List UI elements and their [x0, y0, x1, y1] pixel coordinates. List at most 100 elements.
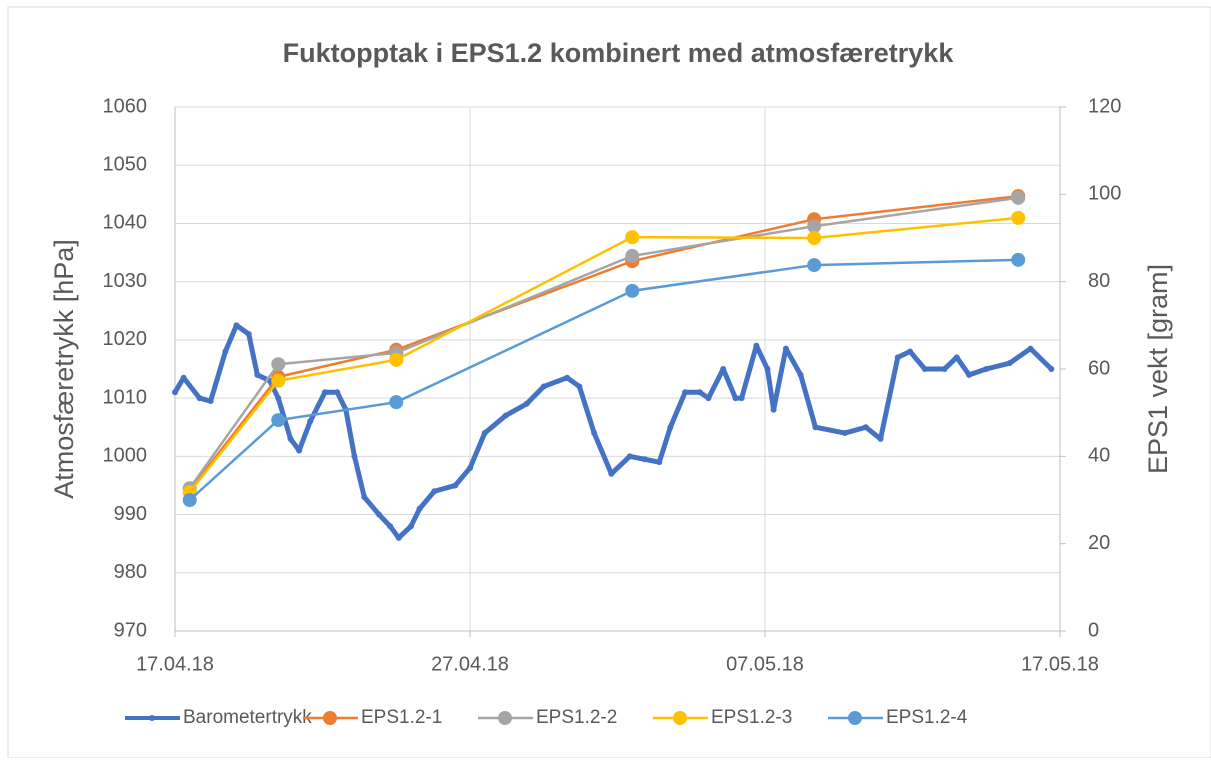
chart-frame: [7, 6, 1211, 759]
data-point: [625, 248, 640, 263]
data-point: [941, 366, 948, 372]
y2-tick-label: 120: [1088, 95, 1121, 117]
data-point: [907, 348, 914, 355]
y2-axis-title: EPS1 vekt [gram]: [1143, 264, 1173, 474]
data-point: [564, 374, 571, 381]
data-point: [287, 435, 294, 442]
data-point: [894, 354, 901, 361]
legend-marker: [498, 711, 512, 725]
y2-tick-label: 0: [1088, 619, 1099, 641]
data-point: [626, 453, 633, 460]
data-point: [738, 395, 745, 402]
y-tick-label: 1030: [103, 270, 148, 292]
data-point: [502, 412, 509, 419]
data-point: [625, 230, 640, 245]
data-point: [481, 430, 488, 437]
x-tick-label: 17.04.18: [136, 653, 214, 675]
legend-marker: [848, 711, 862, 725]
y2-tick-label: 20: [1088, 532, 1110, 554]
data-point: [807, 258, 822, 273]
y-tick-label: 1010: [103, 386, 148, 408]
data-point: [1006, 360, 1013, 367]
data-point: [431, 488, 438, 495]
series-line: [188, 258, 1019, 501]
legend-marker: [323, 711, 337, 725]
data-point: [807, 219, 822, 234]
y-tick-label: 1050: [103, 154, 148, 176]
data-point: [275, 395, 282, 402]
legend-marker: [149, 715, 155, 721]
data-point: [797, 371, 804, 378]
data-point: [1048, 366, 1055, 372]
x-tick-label: 07.05.18: [726, 653, 804, 675]
data-point: [812, 424, 819, 431]
data-point: [608, 470, 615, 477]
data-point: [862, 424, 869, 431]
data-point: [245, 331, 252, 338]
y2-tick-label: 60: [1088, 357, 1110, 379]
data-point: [753, 342, 760, 349]
data-point: [641, 456, 648, 463]
y2-tick-label: 100: [1088, 183, 1121, 205]
data-point: [953, 354, 960, 361]
y-tick-label: 1020: [103, 328, 148, 350]
data-point: [321, 389, 328, 396]
data-point: [1011, 190, 1026, 205]
data-point: [682, 389, 689, 396]
data-point: [452, 482, 459, 489]
data-point: [182, 493, 197, 507]
data-point: [667, 424, 674, 431]
legend-label: EPS1.2-4: [886, 707, 968, 728]
data-point: [222, 348, 229, 355]
data-point: [416, 505, 423, 512]
data-point: [271, 413, 286, 428]
data-point: [523, 400, 530, 407]
data-point: [408, 523, 414, 530]
data-point: [307, 418, 314, 425]
data-point: [841, 430, 848, 437]
data-point: [196, 395, 203, 402]
data-point: [625, 283, 640, 298]
data-point: [921, 366, 928, 372]
data-point: [782, 345, 789, 352]
data-point: [770, 406, 777, 413]
data-point: [1011, 210, 1026, 225]
data-point: [389, 352, 404, 367]
data-point: [172, 389, 178, 396]
data-point: [271, 373, 286, 388]
legend-marker: [673, 711, 687, 725]
series-line: [188, 196, 1019, 489]
data-point: [591, 430, 598, 437]
y-tick-label: 970: [114, 619, 147, 641]
data-point: [233, 322, 240, 329]
y-tick-label: 1040: [103, 212, 148, 234]
x-tick-label: 27.04.18: [431, 653, 509, 675]
data-point: [389, 395, 404, 410]
data-point: [361, 494, 368, 501]
series-line: [188, 216, 1019, 493]
data-point: [296, 447, 303, 454]
legend-label: EPS1.2-3: [711, 707, 792, 728]
legend-label: Barometertrykk: [183, 707, 312, 728]
data-point: [656, 459, 663, 466]
y-tick-label: 1000: [103, 445, 148, 467]
data-point: [395, 534, 402, 541]
data-point: [764, 366, 771, 372]
data-point: [271, 357, 286, 372]
data-point: [1011, 252, 1026, 267]
data-point: [705, 395, 712, 402]
data-point: [807, 231, 822, 245]
y2-tick-label: 40: [1088, 445, 1110, 467]
y-axis-title: Atmosfæretrykk [hPa]: [49, 239, 79, 499]
data-point: [334, 389, 341, 396]
data-point: [720, 366, 727, 372]
y-tick-label: 990: [114, 503, 147, 525]
legend-label: EPS1.2-1: [361, 707, 442, 728]
data-point: [1027, 345, 1034, 352]
x-tick-label: 17.05.18: [1021, 653, 1099, 675]
data-point: [966, 371, 973, 378]
data-point: [351, 453, 358, 460]
data-point: [732, 395, 739, 402]
data-point: [983, 366, 990, 372]
